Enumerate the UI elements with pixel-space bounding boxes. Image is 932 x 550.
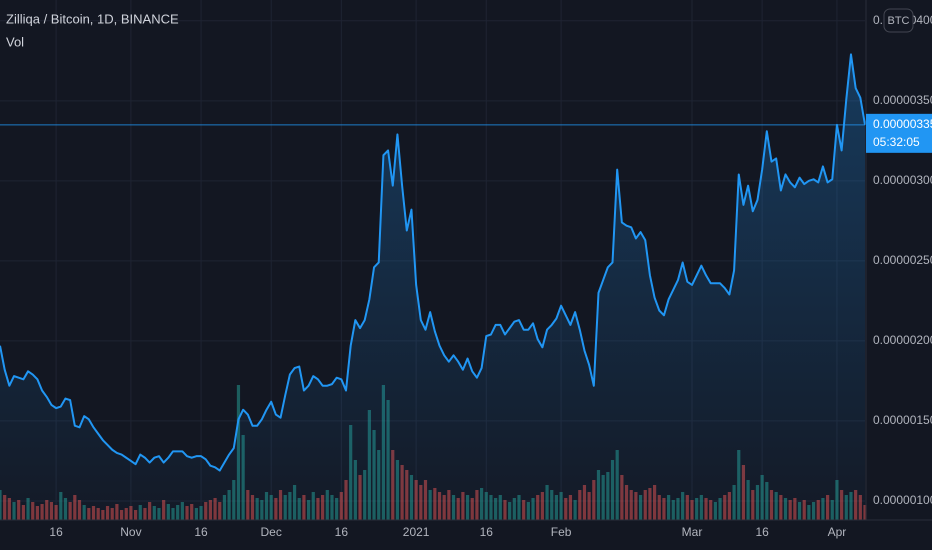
y-tick-label: 0.00000250 (873, 253, 932, 267)
chart-title: Zilliqa / Bitcoin, 1D, BINANCE (6, 11, 179, 26)
y-tick-label: 0.00000300 (873, 173, 932, 187)
volume-label: Vol (6, 34, 24, 49)
x-tick-label: Mar (682, 525, 703, 539)
currency-badge[interactable]: BTC (883, 8, 914, 33)
x-tick-label: 16 (49, 525, 63, 539)
x-tick-label: Feb (551, 525, 572, 539)
countdown-label: 05:32:05 (873, 135, 920, 149)
area-fill (0, 54, 865, 521)
x-tick-label: Apr (828, 525, 847, 539)
axes: 0.00000100 0.00000150 0.00000200 0.00000250… (49, 13, 932, 539)
currency-badge-box[interactable] (883, 8, 914, 33)
last-price-label: 0.00000335 (873, 117, 932, 131)
x-tick-label: 16 (194, 525, 208, 539)
x-tick-label: 16 (335, 525, 349, 539)
x-tick-label: 16 (480, 525, 494, 539)
y-tick-label: 0.00000350 (873, 93, 932, 107)
plot (0, 53, 866, 521)
x-tick-label: 2021 (403, 525, 430, 539)
price-line (0, 53, 866, 472)
y-tick-label: 0.00000100 (873, 493, 932, 507)
last-price-box (866, 113, 932, 153)
currency-label[interactable]: BTC (888, 15, 910, 27)
y-tick-label: 0.00000150 (873, 413, 932, 427)
x-tick-label: 16 (755, 525, 769, 539)
y-tick-label: 0.00000200 (873, 333, 932, 347)
x-tick-label: Nov (120, 525, 141, 539)
x-tick-label: Dec (261, 525, 282, 539)
